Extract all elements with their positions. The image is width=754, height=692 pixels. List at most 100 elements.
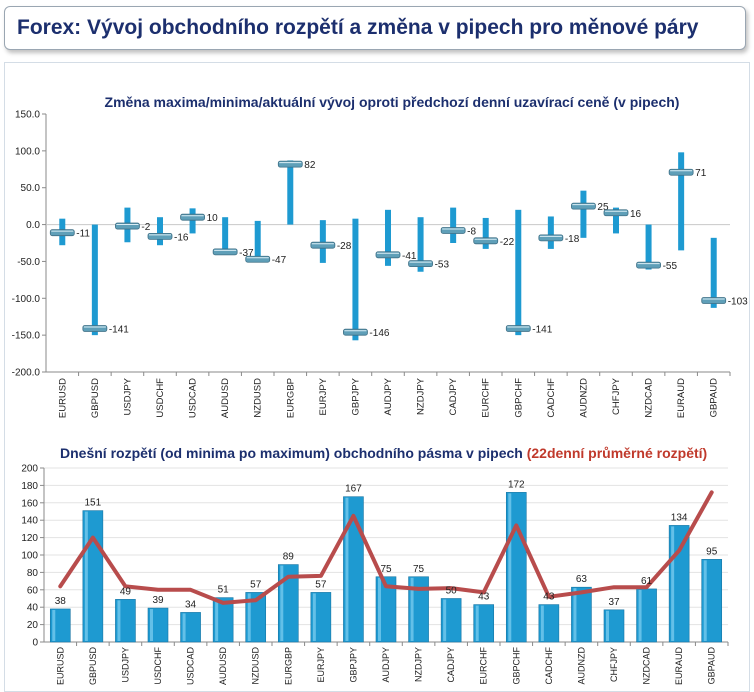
chart2-y-tick-label: 60 [27, 585, 39, 596]
chart2-data-label: 34 [185, 599, 197, 610]
chart1-y-tick-label: -200.0 [12, 368, 41, 379]
chart2-bar-shine [117, 600, 121, 641]
chart2-bar-shine [671, 526, 675, 641]
chart2-average-line [58, 490, 714, 605]
chart2-y-tick-label: 100 [21, 551, 38, 562]
chart1-category-label: NZDJPY [416, 377, 427, 415]
chart1-range-bar [352, 218, 359, 341]
chart2-bar-shine [378, 577, 381, 641]
chart1-data-label: -146 [369, 328, 389, 339]
chart1-category-label: AUDUSD [220, 378, 231, 418]
chart2-y-tick-label: 200 [21, 464, 38, 475]
chart2-title-highlight: (22denní průměrné rozpětí) [527, 445, 707, 461]
header-bar: Forex: Vývoj obchodního rozpětí a změna … [4, 6, 746, 50]
chart1-current-marker [49, 229, 75, 237]
chart1-data-label: -28 [337, 241, 352, 252]
chart1-range-bar [613, 207, 619, 234]
chart2-bar-shine [84, 511, 88, 641]
chart1-data-label: -22 [500, 237, 515, 248]
chart1-current-marker [147, 232, 173, 240]
chart2-data-label: 51 [218, 585, 230, 596]
chart1-range-bar [645, 224, 652, 270]
chart1-y-tick-label: 100.0 [15, 146, 40, 157]
chart1-range-bar [385, 209, 391, 266]
chart2-category-label: EURUSD [55, 647, 65, 686]
chart1-current-marker [212, 248, 238, 256]
chart1-data-label: -16 [174, 232, 189, 243]
chart1-current-marker [82, 325, 108, 332]
chart1-category-label: EURUSD [57, 378, 68, 418]
chart2-category-label: CHFJPY [609, 647, 619, 682]
chart1-current-marker [277, 160, 303, 168]
chart2-category-label: CADJPY [446, 647, 456, 683]
chart2-bar-shine [703, 560, 707, 641]
chart1-data-label: -2 [141, 222, 150, 233]
chart2-bar-shine [475, 605, 479, 641]
chart2-category-label: EURAUD [674, 647, 684, 686]
chart1-data-label: -18 [565, 234, 580, 245]
chart1-range-bar [580, 190, 587, 238]
chart2-bar-shine [182, 613, 186, 641]
chart1-current-marker [571, 202, 596, 210]
chart2-data-label: 49 [120, 586, 132, 597]
chart1-data-label: -41 [402, 251, 417, 262]
chart1-current-marker [505, 325, 531, 332]
chart1-category-label: CADJPY [448, 377, 459, 415]
chart1-data-label: -103 [728, 296, 748, 307]
chart1-y-tick-label: 0.0 [26, 220, 40, 231]
chart1-y-tick-label: -50.0 [17, 257, 40, 268]
chart1-data-label: -53 [435, 260, 450, 271]
chart1-range-bar [515, 209, 522, 336]
chart1-y-tick-label: 150.0 [15, 110, 40, 121]
chart2-y-tick-label: 40 [27, 603, 39, 614]
chart1-category-label: EURJPY [318, 377, 329, 415]
chart1-range-bar [91, 224, 98, 336]
chart1-range-bar [319, 220, 326, 263]
chart2-category-label: USDCHF [153, 646, 163, 684]
chart1-range-bar [547, 216, 554, 249]
chart2-y-tick-label: 120 [21, 533, 38, 544]
chart1-data-label: 82 [304, 160, 316, 171]
chart1-category-label: EURAUD [676, 378, 687, 418]
chart2-bar-shine [606, 610, 609, 641]
chart2-data-label: 37 [608, 597, 620, 608]
page-title: Forex: Vývoj obchodního rozpětí a změna … [17, 16, 699, 39]
chart1-category-label: AUDNZD [578, 378, 589, 418]
chart2-bar-shine [52, 609, 56, 641]
chart2-bar-shine [312, 593, 316, 641]
chart2-data-label: 95 [706, 546, 718, 557]
chart1-range-bar [482, 217, 489, 249]
chart1-data-label: 71 [695, 168, 707, 179]
chart2-data-label: 172 [508, 479, 525, 490]
chart1-y-tick-label: 50.0 [21, 183, 41, 194]
chart1-data-label: 25 [597, 202, 609, 213]
chart1-data-label: -141 [532, 325, 552, 336]
chart1-y-tick-label: -150.0 [12, 331, 41, 342]
chart2-data-label: 75 [413, 564, 425, 575]
chart2-y-tick-label: 140 [21, 516, 38, 527]
chart2-data-label: 57 [250, 579, 262, 590]
chart1-current-marker [538, 234, 564, 242]
chart2-bar-shine [638, 589, 642, 641]
chart2-data-label: 61 [641, 576, 653, 587]
chart1-range-bar [450, 207, 457, 243]
chart1-category-label: USDCAD [188, 378, 199, 418]
chart2-category-label: GBPJPY [348, 647, 358, 683]
chart2-category-label: GBPAUD [707, 647, 717, 685]
chart2-data-label: 89 [283, 552, 295, 563]
chart1-current-marker [310, 241, 336, 249]
chart1-range-bar [222, 217, 229, 255]
chart2-category-label: GBPCHF [511, 647, 521, 685]
chart1-data-label: 16 [630, 209, 642, 220]
chart1-category-label: CADCHF [546, 378, 557, 418]
chart2-bar-shine [215, 598, 219, 641]
chart2-category-label: USDCAD [186, 647, 196, 686]
chart1-category-label: USDCHF [155, 378, 166, 418]
chart2-bar-shine [247, 593, 251, 641]
chart1-current-marker [668, 168, 694, 176]
chart2-bar-shine [508, 493, 512, 641]
chart1-category-label: EURCHF [481, 378, 492, 418]
chart1-range-bar [157, 217, 163, 246]
chart2-category-label: EURGBP [283, 647, 293, 685]
